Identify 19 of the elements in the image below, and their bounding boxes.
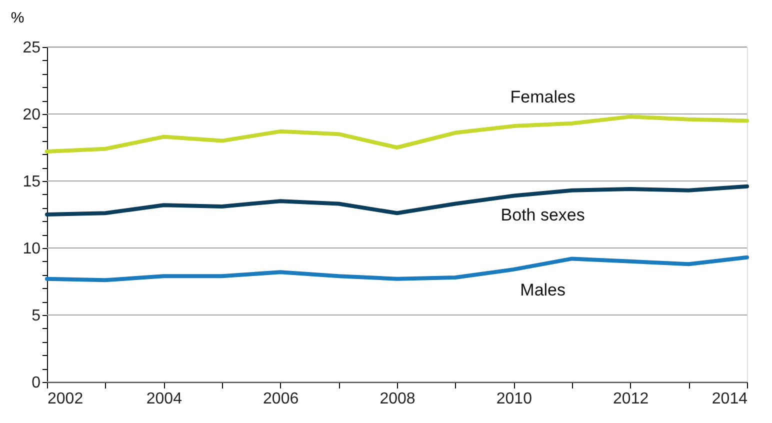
x-tick-label: 2010 xyxy=(496,390,532,408)
y-tick-label: 10 xyxy=(22,240,41,258)
line-series xyxy=(45,255,749,282)
x-tick-label: 2004 xyxy=(146,390,182,408)
line-series xyxy=(45,114,749,154)
y-tick-label: 0 xyxy=(32,374,41,392)
y-tick-label: 20 xyxy=(22,106,41,124)
y-axis-title: % xyxy=(10,10,24,26)
y-tick-label: 5 xyxy=(32,308,41,324)
x-tick-label: 2008 xyxy=(380,390,416,408)
x-tick-label: 2012 xyxy=(613,390,649,408)
x-tick-label: 2002 xyxy=(48,390,84,408)
series-label: Both sexes xyxy=(500,205,585,224)
series-label: Females xyxy=(510,87,576,106)
series-label: Males xyxy=(520,280,566,300)
y-tick-label: 25 xyxy=(22,40,41,56)
y-tick-label: 15 xyxy=(22,174,41,190)
x-tick-label: 2014 xyxy=(712,390,748,408)
x-tick-label: 2006 xyxy=(263,390,299,408)
